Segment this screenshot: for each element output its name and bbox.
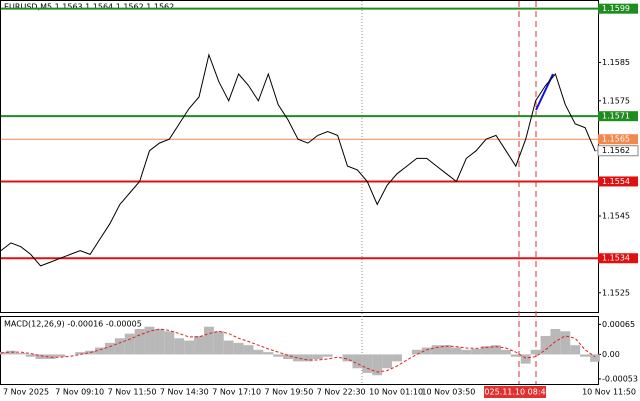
histogram-bar	[461, 349, 472, 355]
histogram-bar	[114, 338, 125, 355]
histogram-bar	[263, 352, 274, 355]
y-tick-label: 0.00	[602, 350, 620, 359]
last-price-box	[597, 145, 639, 157]
price-frame	[0, 0, 599, 313]
histogram-bar	[570, 345, 581, 355]
y-tick-label: 0.00065	[602, 320, 635, 329]
y-tick-label: 1.1545	[602, 212, 630, 221]
level-label-box	[598, 134, 638, 145]
x-tick-label: 7 Nov 17:10	[212, 388, 261, 397]
histogram-bar	[194, 335, 204, 355]
histogram-bar	[560, 331, 571, 355]
histogram-bar	[223, 340, 234, 355]
histogram-bar	[322, 354, 333, 357]
histogram-bar	[431, 345, 442, 355]
x-tick-label: 7 Nov 14:30	[160, 388, 209, 397]
histogram-bar	[580, 354, 591, 357]
histogram-bar	[510, 354, 521, 357]
histogram-bar	[421, 347, 432, 355]
histogram-bar	[253, 349, 264, 355]
level-label-box	[598, 111, 638, 122]
histogram-bar	[164, 331, 175, 355]
y-tick-label: 1.1525	[602, 288, 630, 297]
level-label-box	[598, 3, 638, 14]
histogram-bar	[55, 354, 66, 357]
histogram-bar	[312, 354, 323, 360]
histogram-bar	[75, 352, 86, 355]
histogram-bar	[451, 347, 462, 355]
histogram-bar	[104, 342, 115, 355]
x-tick-label: 7 Nov 2025	[3, 388, 49, 397]
histogram-bar	[124, 333, 135, 355]
y-tick-label: -0.00053	[602, 374, 638, 383]
histogram-bar	[95, 347, 105, 355]
x-tick-label: 10 Nov 01:10	[369, 388, 423, 397]
histogram-bar	[85, 350, 96, 355]
histogram-bar	[35, 354, 46, 360]
histogram-bar	[154, 329, 165, 355]
histogram-bar	[491, 345, 501, 355]
histogram-bar	[500, 349, 511, 355]
level-label-box	[598, 176, 638, 187]
level-label: 1.1599	[602, 4, 630, 13]
histogram-bar	[144, 326, 155, 355]
signal-line	[0, 328, 596, 373]
histogram-bar	[530, 349, 541, 355]
level-label: 1.1565	[602, 135, 630, 144]
histogram-bar	[342, 354, 353, 362]
price-line	[0, 53, 596, 267]
x-tick-label: 7 Nov 22:30	[317, 388, 366, 397]
histogram-bar	[540, 335, 551, 355]
last-price-label: 1.1562	[602, 146, 630, 155]
histogram-bar	[15, 353, 26, 355]
cursor-label: 2025.11.10 08:45	[479, 388, 550, 397]
histogram-bar	[283, 354, 294, 360]
level-label: 1.1534	[602, 254, 630, 263]
histogram-bar	[590, 354, 600, 362]
histogram-bar	[392, 354, 402, 362]
y-tick-label: 1.1575	[602, 96, 630, 105]
x-tick-label: 10 Nov 03:50	[421, 388, 475, 397]
histogram-bar	[441, 345, 452, 355]
level-label-box	[598, 253, 638, 264]
histogram-bar	[184, 340, 195, 355]
y-tick-label: 1.1585	[602, 58, 630, 67]
histogram-bar	[134, 329, 145, 355]
histogram-bar	[293, 354, 303, 362]
histogram-bar	[471, 348, 482, 355]
histogram-bar	[362, 354, 373, 373]
level-label: 1.1554	[602, 177, 630, 186]
macd-title: MACD(12,26,9) -0.00016 -0.00005	[4, 320, 142, 329]
histogram-bar	[382, 354, 393, 369]
histogram-bar	[520, 354, 531, 364]
x-tick-label: 7 Nov 19:50	[265, 388, 314, 397]
macd-frame	[0, 316, 599, 385]
x-tick-label: 7 Nov 11:50	[108, 388, 157, 397]
x-tick-label: 10 Nov 11:50	[582, 388, 636, 397]
histogram-bar	[5, 350, 16, 355]
histogram-bar	[273, 354, 284, 357]
histogram-bar	[302, 354, 313, 362]
histogram-bar	[243, 345, 254, 355]
histogram-bar	[411, 349, 422, 355]
histogram-bar	[213, 331, 224, 355]
x-tick-label: 7 Nov 09:10	[55, 388, 104, 397]
histogram-bar	[372, 354, 383, 376]
chart-title: EURUSD,M5 1.1563 1.1564 1.1562 1.1562	[4, 3, 174, 12]
histogram-bar	[25, 354, 36, 357]
histogram-bar	[352, 354, 363, 369]
histogram-bar	[233, 342, 244, 355]
histogram-bar	[481, 346, 492, 355]
cursor-label-box	[484, 386, 546, 398]
histogram-bar	[203, 326, 214, 355]
histogram-bar	[174, 338, 185, 355]
level-label: 1.1571	[602, 112, 630, 121]
